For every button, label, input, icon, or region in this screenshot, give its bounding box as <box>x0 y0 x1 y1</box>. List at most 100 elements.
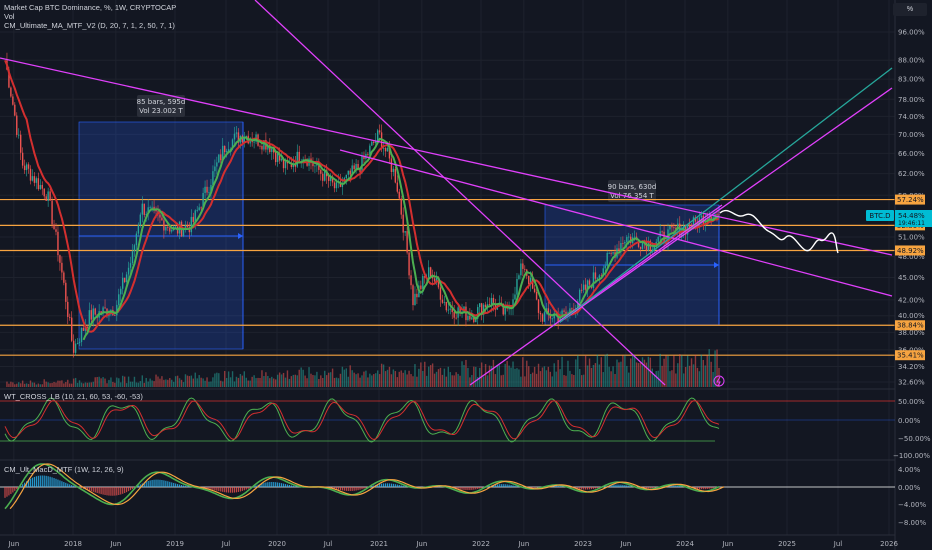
volume-bar <box>685 367 686 387</box>
volume-bar <box>55 383 56 387</box>
time-tick: Jun <box>619 540 631 548</box>
volume-bar <box>591 368 592 387</box>
volume-bar <box>77 383 78 387</box>
macd-hist-bar <box>395 484 396 487</box>
candle-body <box>489 304 490 305</box>
macd-hist-bar <box>242 487 243 491</box>
volume-bar <box>434 374 435 387</box>
time-tick: Jun <box>721 540 733 548</box>
volume-label: Vol <box>4 12 14 21</box>
volume-bar <box>218 373 219 387</box>
macd-hist-bar <box>118 487 119 495</box>
volume-bar <box>216 373 217 387</box>
volume-bar <box>30 380 31 387</box>
candle-body <box>471 317 472 319</box>
volume-bar <box>448 367 449 387</box>
volume-bar <box>614 374 615 387</box>
macd-hist-bar <box>342 487 343 490</box>
wt-panel-title: WT_CROSS_LB (10, 21, 60, 53, -60, -53) <box>4 392 143 401</box>
volume-bar <box>385 371 386 387</box>
macd-hist-bar <box>120 487 121 494</box>
macd-hist-bar <box>479 487 480 489</box>
volume-bar <box>544 366 545 387</box>
volume-bar <box>257 378 258 387</box>
candle-body <box>412 285 413 305</box>
volume-bar <box>149 379 150 387</box>
candle-body <box>367 154 368 155</box>
volume-bar <box>206 377 207 387</box>
candle-body <box>71 318 72 341</box>
candle-body <box>430 267 431 277</box>
volume-bar <box>667 356 668 387</box>
macd-hist-bar <box>295 486 296 487</box>
volume-bar <box>530 374 531 387</box>
macd-hist-bar <box>89 487 90 491</box>
volume-bar <box>644 360 645 387</box>
volume-bar <box>573 375 574 387</box>
macd-hist-bar <box>289 485 290 487</box>
percent-scale-button[interactable]: % <box>893 3 927 16</box>
volume-bar <box>261 370 262 387</box>
volume-bar <box>671 370 672 387</box>
candle-body <box>718 214 719 215</box>
volume-bar <box>675 373 676 387</box>
macd-hist-bar <box>234 487 235 493</box>
macd-hist-bar <box>589 487 590 489</box>
candle-body <box>491 298 492 304</box>
volume-bar <box>291 376 292 387</box>
volume-bar <box>297 375 298 387</box>
volume-bar <box>428 367 429 387</box>
candle-body <box>540 313 541 314</box>
candle-body <box>542 314 543 321</box>
volume-bar <box>540 371 541 387</box>
volume-bar <box>463 365 464 387</box>
candle-body <box>198 207 199 210</box>
volume-bar <box>130 382 131 387</box>
volume-bar <box>693 364 694 387</box>
macd-hist-bar <box>340 487 341 490</box>
volume-bar <box>120 382 121 387</box>
candle-body <box>55 229 56 231</box>
chart-title: Market Cap BTC Dominance, %, 1W, CRYPTOC… <box>4 3 176 12</box>
macd-hist-bar <box>177 484 178 487</box>
price-tick: 70.00% <box>898 131 925 139</box>
macd-hist-bar <box>585 487 586 490</box>
candle-body <box>197 210 198 211</box>
volume-bar <box>208 382 209 387</box>
price-tick: 51.00% <box>898 233 925 241</box>
macd-hist-bar <box>389 483 390 487</box>
macd-hist-bar <box>214 487 215 490</box>
macd-hist-bar <box>630 486 631 487</box>
macd-hist-bar <box>652 487 653 488</box>
candle-body <box>444 302 445 303</box>
macd-hist-bar <box>36 476 37 487</box>
macd-hist-bar <box>73 486 74 487</box>
candle-body <box>391 159 392 172</box>
macd-hist-bar <box>212 487 213 490</box>
volume-bar <box>328 373 329 387</box>
volume-bar <box>302 370 303 387</box>
volume-bar <box>142 375 143 387</box>
time-tick: 2026 <box>880 540 898 548</box>
volume-bar <box>581 375 582 387</box>
volume-bar <box>714 350 715 387</box>
candle-body <box>261 146 262 149</box>
candle-body <box>26 164 27 170</box>
candle-body <box>216 162 217 166</box>
volume-bar <box>597 355 598 387</box>
volume-bar <box>8 384 9 387</box>
volume-bar <box>681 355 682 387</box>
candle-body <box>716 214 717 215</box>
volume-bar <box>210 382 211 387</box>
macd-hist-bar <box>263 483 264 487</box>
time-tick: 2023 <box>574 540 592 548</box>
macd-hist-bar <box>346 487 347 491</box>
candle-body <box>45 196 46 201</box>
volume-bar <box>244 371 245 387</box>
macd-hist-bar <box>707 487 708 489</box>
candle-body <box>622 243 623 244</box>
volume-bar <box>281 374 282 387</box>
macd-hist-bar <box>381 484 382 487</box>
time-tick: Jul <box>833 540 843 548</box>
